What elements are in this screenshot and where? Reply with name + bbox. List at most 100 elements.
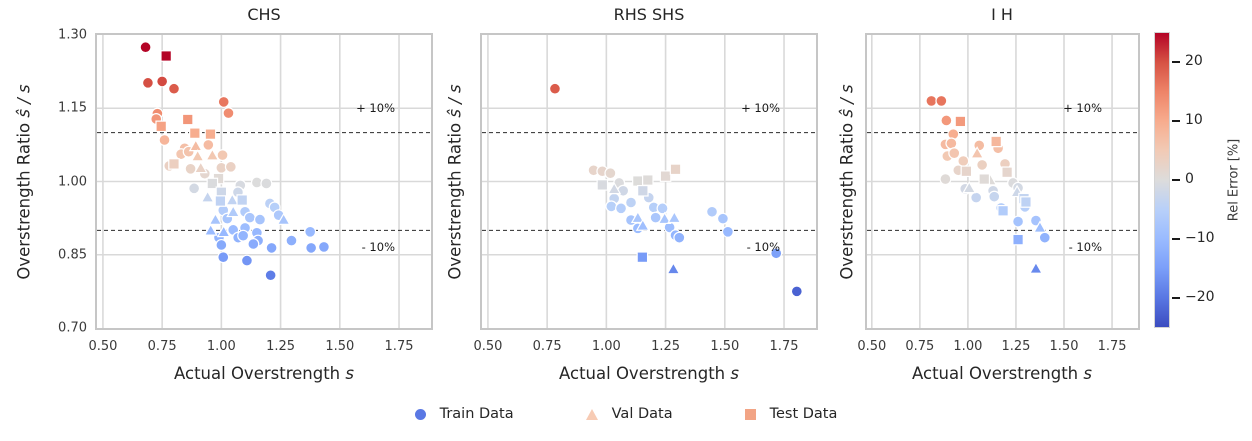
y-tick-label: 0.85: [58, 247, 87, 263]
triangle-marker: [1028, 261, 1043, 274]
y-axis-label-text: Overstrength Ratio: [14, 122, 34, 280]
circle-marker: [770, 247, 783, 260]
square-marker: [168, 158, 180, 170]
triangle-marker: [208, 212, 223, 225]
square-marker: [160, 50, 172, 62]
triangle-marker: [226, 204, 241, 218]
plot-area-rhs-shs: + 10% - 10% 0.50 0.75 1.00 1.25 1.50 1.75: [473, 33, 818, 354]
colorbar-tick-mark: [1172, 237, 1180, 240]
x-tick-label: 1.75: [384, 339, 414, 354]
circle-marker: [673, 231, 686, 244]
legend-item-val: Val Data: [585, 406, 673, 422]
circle-marker: [604, 167, 617, 180]
circle-marker: [305, 241, 318, 254]
circle-marker: [970, 191, 983, 204]
triangle-marker: [635, 218, 650, 231]
square-marker: [636, 251, 649, 263]
legend-label-test: Test Data: [769, 406, 838, 422]
x-tick-label: 0.50: [88, 339, 118, 354]
x-axis-label-text: Actual Overstrength: [559, 364, 726, 383]
circle-marker: [222, 107, 235, 120]
test-data-marker-icon: [744, 408, 756, 420]
colorbar-tick-label: 20: [1185, 53, 1203, 70]
circle-marker: [605, 200, 618, 213]
x-tick-label: 1.00: [206, 339, 236, 354]
circle-marker: [948, 147, 961, 160]
circle-marker: [237, 229, 250, 242]
circle-marker: [624, 196, 637, 209]
square-marker: [659, 170, 672, 182]
square-marker: [642, 174, 654, 186]
square-marker: [990, 135, 1002, 148]
scatter-plot-svg: [97, 35, 431, 328]
colorbar-tick-label: 0: [1185, 171, 1194, 187]
circle-marker: [184, 162, 197, 175]
colorbar-tick-label: −20: [1185, 288, 1215, 305]
x-tick-label: 0.50: [857, 339, 887, 354]
panel-title-rhs-shs: RHS SHS: [613, 5, 685, 24]
circle-marker: [253, 213, 266, 226]
y-axis-label-rhs-shs: Overstrength Ratio ŝ / s: [446, 84, 465, 279]
y-tick-label: 1.15: [58, 100, 87, 116]
circle-marker: [215, 238, 228, 251]
legend-item-train: Train Data: [414, 406, 514, 422]
square-marker: [1020, 196, 1032, 208]
val-data-marker-icon: [585, 408, 598, 420]
legend: Train Data Val Data Test Data: [0, 403, 1252, 425]
circle-marker: [156, 75, 169, 88]
circle-marker: [247, 238, 260, 251]
circle-marker: [240, 254, 253, 267]
triangle-marker: [190, 149, 205, 162]
scatter-plot-svg: [867, 35, 1138, 328]
square-marker: [954, 115, 967, 128]
x-axis-label-chs: Actual Overstrength s: [174, 364, 354, 383]
square-marker: [206, 177, 219, 190]
circle-marker: [548, 82, 561, 95]
square-marker: [997, 205, 1009, 217]
legend-item-test: Test Data: [744, 406, 838, 422]
square-marker: [960, 165, 973, 178]
triangle-marker: [630, 210, 645, 224]
triangle-marker: [200, 190, 215, 203]
y-axis-label-text: Overstrength Ratio: [445, 122, 465, 280]
square-marker: [236, 194, 249, 206]
train-data-marker-icon: [414, 408, 426, 420]
y-axis-label-symbol: ŝ / s: [445, 84, 465, 118]
circle-marker: [285, 234, 298, 247]
x-axis-label-symbol: s: [1083, 364, 1092, 383]
circle-marker: [217, 251, 230, 264]
y-axis-label-symbol: ŝ / s: [14, 84, 34, 118]
annotation-minus-10pct: - 10%: [361, 240, 395, 254]
circle-marker: [988, 190, 1001, 203]
triangle-marker: [657, 211, 672, 225]
x-tick-label: 0.50: [473, 339, 503, 354]
square-marker: [637, 184, 649, 197]
scatter-plot-svg: [482, 35, 816, 328]
circle-marker: [265, 241, 278, 254]
triangle-marker: [666, 261, 681, 275]
x-axis-label-ih: Actual Overstrength s: [912, 364, 1092, 383]
circle-marker: [243, 211, 256, 224]
annotation-minus-10pct: - 10%: [1068, 240, 1102, 254]
x-axis-label-text: Actual Overstrength: [912, 364, 1079, 383]
x-axis-label-rhs-shs: Actual Overstrength s: [559, 364, 739, 383]
x-axis-label-text: Actual Overstrength: [174, 364, 341, 383]
annotation-plus-10pct: + 10%: [741, 101, 780, 115]
circle-marker: [167, 82, 180, 95]
circle-marker: [790, 285, 803, 298]
circle-marker: [721, 225, 734, 238]
triangle-marker: [203, 223, 218, 236]
circle-marker: [158, 133, 171, 146]
x-tick-label: 1.00: [591, 339, 621, 354]
square-marker: [204, 128, 217, 140]
circle-marker: [1038, 231, 1051, 244]
x-tick-label: 1.25: [1001, 339, 1031, 354]
circle-marker: [217, 95, 230, 108]
colorbar-tick-mark: [1172, 296, 1180, 299]
square-marker: [155, 120, 167, 133]
circle-marker: [945, 137, 958, 150]
triangle-marker: [216, 224, 231, 238]
circle-marker: [615, 202, 628, 215]
circle-marker: [304, 225, 317, 238]
